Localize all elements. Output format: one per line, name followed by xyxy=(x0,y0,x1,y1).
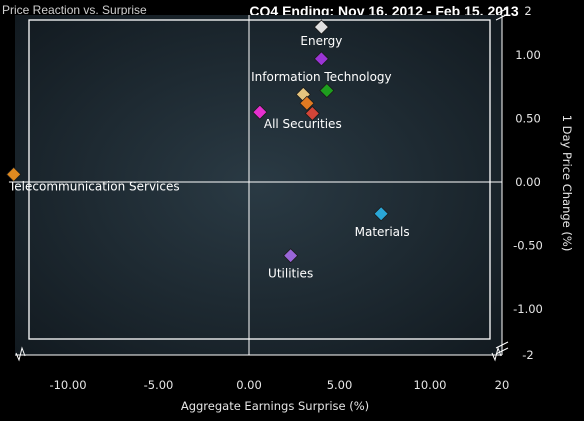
x-tick-label: 5.00 xyxy=(327,378,353,392)
y-tick-label: 1.00 xyxy=(515,48,541,62)
data-point[interactable] xyxy=(313,19,329,35)
y-axis-break-top xyxy=(495,7,509,21)
header-left-title: Price Reaction vs. Surprise xyxy=(2,3,147,17)
x-axis-break-right xyxy=(491,346,502,362)
y-tick-label: 2 xyxy=(524,4,531,18)
x-tick-label: 20 xyxy=(495,378,510,392)
data-point[interactable] xyxy=(6,166,22,182)
tick-labels: -10.00 -5.00 0.00 5.00 10.00 20 2 1.00 0.50 0.00 -… xyxy=(49,4,542,392)
point-label: Telecommunication Services xyxy=(8,179,180,193)
x-tick-label: -5.00 xyxy=(144,378,174,392)
x-axis-break-left xyxy=(15,346,26,362)
y-tick-label: 0.00 xyxy=(515,175,541,189)
point-label: All Securities xyxy=(264,117,342,131)
x-tick-label: 10.00 xyxy=(414,378,447,392)
x-tick-label: 0.00 xyxy=(236,378,262,392)
y-tick-label: -1.00 xyxy=(513,302,543,316)
point-label: Information Technology xyxy=(251,70,392,84)
y-axis-label: 1 Day Price Change (%) xyxy=(560,115,574,252)
data-point[interactable] xyxy=(319,82,335,99)
data-point[interactable] xyxy=(304,105,320,121)
point-label: Energy xyxy=(300,34,342,48)
x-tick-label: -10.00 xyxy=(49,378,86,392)
point-labels: Energy Information Technology All Securiti… xyxy=(8,34,410,281)
point-label: Materials xyxy=(355,225,410,239)
data-point[interactable] xyxy=(373,206,389,222)
y-tick-label: -0.50 xyxy=(513,239,543,253)
data-points xyxy=(6,19,389,264)
y-tick-label: 0.50 xyxy=(515,112,541,126)
x-axis-label: Aggregate Earnings Surprise (%) xyxy=(181,399,369,413)
point-label: Utilities xyxy=(268,267,313,281)
data-point[interactable] xyxy=(299,95,315,111)
y-tick-label: -2 xyxy=(522,348,533,362)
plot-frame xyxy=(28,19,491,340)
data-point[interactable] xyxy=(283,248,299,264)
data-point[interactable] xyxy=(252,104,268,120)
plot-background xyxy=(15,15,502,355)
data-point[interactable] xyxy=(313,51,329,67)
